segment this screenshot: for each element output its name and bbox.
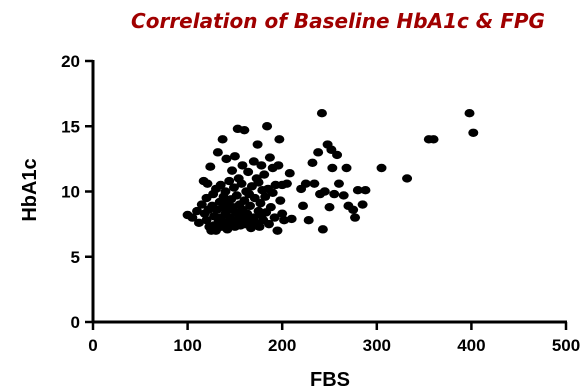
chart-title: Correlation of Baseline HbA1c & FPG	[131, 9, 545, 33]
y-tick-label: 10	[61, 183, 80, 202]
data-point	[262, 122, 273, 131]
data-point	[464, 109, 475, 118]
data-point	[332, 150, 343, 160]
y-tick-label: 15	[61, 117, 80, 136]
data-point	[221, 154, 232, 164]
data-point	[284, 169, 295, 178]
data-point	[253, 178, 264, 187]
data-point	[402, 174, 413, 183]
x-axis-ticks: 0 100 200 300 400 500	[88, 322, 580, 355]
data-point	[307, 158, 318, 167]
data-point	[263, 219, 274, 229]
x-tick-label: 400	[457, 336, 485, 355]
data-point	[193, 218, 204, 228]
data-point	[277, 209, 288, 218]
y-axis-ticks: 0 5 10 15 20	[61, 52, 93, 332]
data-point	[298, 201, 309, 211]
data-point	[212, 148, 223, 157]
data-point	[327, 163, 338, 173]
data-point	[303, 216, 314, 225]
data-point	[338, 191, 349, 200]
data-point	[313, 148, 324, 157]
data-point	[428, 135, 439, 144]
data-point	[202, 179, 213, 188]
data-point	[300, 179, 311, 188]
data-point	[269, 213, 280, 222]
y-tick-label: 20	[61, 52, 80, 71]
data-point	[254, 222, 265, 231]
data-point	[267, 188, 278, 198]
data-point	[281, 179, 292, 188]
data-point	[256, 161, 267, 170]
data-point	[255, 199, 266, 208]
y-axis-label: HbA1c	[19, 158, 41, 221]
data-point	[316, 109, 327, 118]
data-point	[317, 225, 328, 234]
data-point	[468, 128, 479, 137]
data-point	[260, 192, 271, 201]
data-point	[252, 140, 263, 149]
data-point	[279, 216, 290, 225]
x-tick-label: 200	[268, 336, 296, 355]
x-tick-label: 300	[363, 336, 391, 355]
data-point	[273, 161, 284, 170]
x-tick-label: 100	[173, 336, 201, 355]
data-point	[272, 226, 283, 235]
data-point	[228, 183, 239, 192]
data-point	[264, 153, 275, 162]
data-point	[231, 191, 242, 200]
plot-area: 0 100 200 300 400 500 0 5 10 15 20	[61, 52, 580, 355]
data-point	[236, 179, 247, 188]
x-tick-label: 0	[88, 336, 97, 355]
data-point	[333, 179, 344, 188]
data-point	[217, 135, 228, 144]
data-point	[350, 213, 361, 222]
data-point	[324, 202, 335, 212]
data-point	[357, 200, 368, 209]
y-tick-label: 5	[71, 248, 80, 267]
data-point	[245, 201, 256, 211]
data-point	[352, 185, 363, 195]
data-point	[187, 213, 198, 222]
data-point	[329, 189, 340, 199]
data-point	[319, 187, 330, 196]
data-point	[220, 187, 231, 196]
data-point	[243, 167, 254, 177]
data-point	[196, 200, 207, 209]
data-point	[248, 157, 259, 166]
data-point	[205, 162, 216, 171]
data-point	[215, 180, 226, 190]
data-point	[237, 161, 248, 170]
data-point	[275, 196, 286, 205]
data-point	[201, 216, 212, 225]
x-tick-label: 500	[552, 336, 580, 355]
data-point	[360, 185, 371, 195]
data-point	[274, 135, 285, 144]
data-point	[348, 205, 359, 214]
x-axis-label: FBS	[310, 369, 350, 391]
data-point	[259, 170, 270, 179]
data-point	[286, 214, 297, 224]
data-point	[341, 163, 352, 173]
data-point	[265, 202, 276, 212]
data-point	[224, 176, 235, 186]
data-point	[229, 152, 240, 161]
data-points	[182, 109, 479, 235]
data-point	[192, 206, 203, 216]
data-point	[227, 166, 238, 175]
data-point	[239, 125, 250, 135]
data-point	[309, 179, 320, 188]
data-point	[376, 163, 387, 173]
y-tick-label: 0	[71, 313, 80, 332]
